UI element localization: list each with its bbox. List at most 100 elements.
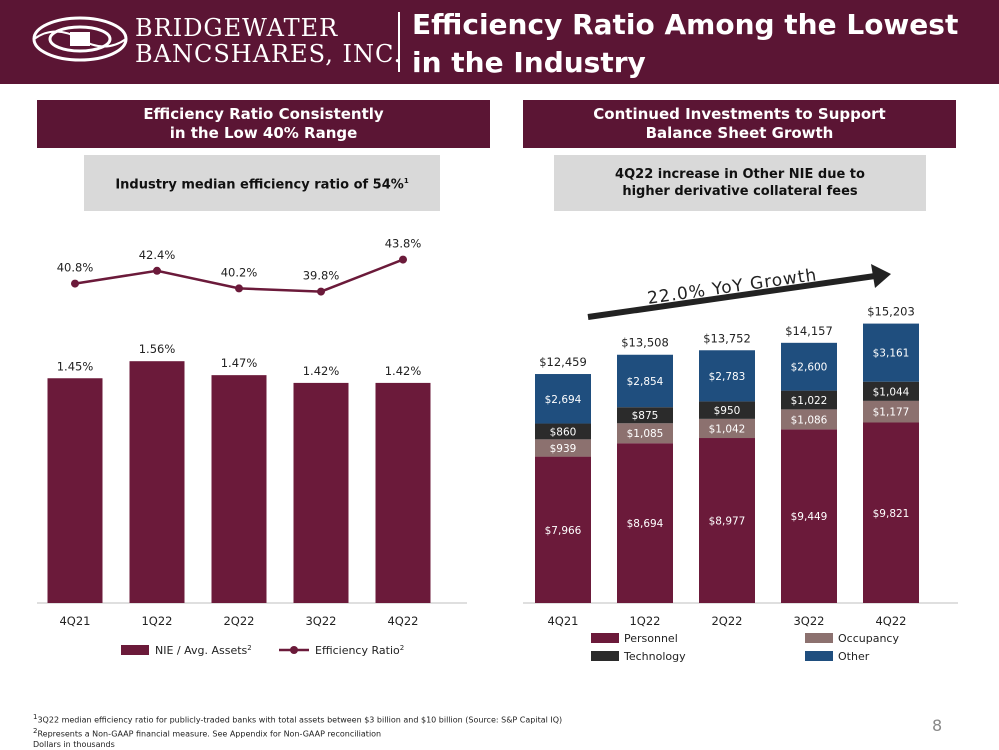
line-point-1Q22 — [153, 266, 161, 275]
x-tick-4Q21: 4Q21 — [59, 614, 90, 628]
right-section-title-line2: Balance Sheet Growth — [645, 124, 834, 142]
legend-label-personnel: Personnel — [624, 632, 678, 645]
segment-technology-2Q22 — [699, 401, 755, 419]
legend-swatch-technology — [591, 651, 619, 661]
x-tick-right-3Q22: 3Q22 — [793, 614, 824, 628]
segment-technology-4Q21 — [535, 423, 591, 440]
bar-nie-2Q22 — [211, 375, 267, 603]
segment-label-other-4Q22: $3,161 — [873, 348, 910, 360]
left-section-title-line1: Efficiency Ratio Consistently — [143, 105, 384, 123]
page-number: 8 — [932, 716, 943, 735]
footnote-1-ref: 1 — [33, 713, 38, 721]
line-label-4Q21: 40.8% — [57, 261, 94, 275]
growth-arrow-shaft — [587, 273, 876, 320]
total-label-4Q22: $15,203 — [867, 305, 915, 319]
segment-occupancy-4Q21 — [535, 439, 591, 457]
line-point-2Q22 — [235, 284, 243, 293]
legend-label-efficiency: Efficiency Ratio2 — [315, 644, 404, 657]
legend-swatch-other — [805, 651, 833, 661]
legend-label-occupancy: Occupancy — [838, 632, 899, 645]
header-banner: BRIDGEWATER BANCSHARES, INC. Efficiency … — [0, 0, 999, 84]
segment-other-3Q22 — [781, 342, 837, 391]
bar-nie-1Q22 — [129, 361, 185, 603]
left-section-title-line2: in the Low 40% Range — [169, 124, 358, 142]
segment-occupancy-3Q22 — [781, 409, 837, 430]
footnote-1: 3Q22 median efficiency ratio for publicl… — [37, 715, 563, 725]
segment-label-occupancy-2Q22: $1,042 — [709, 423, 746, 435]
segment-label-personnel-4Q21: $7,966 — [545, 525, 582, 537]
segment-technology-3Q22 — [781, 390, 837, 410]
legend-label-nie: NIE / Avg. Assets2 — [155, 644, 252, 657]
legend-swatch-occupancy — [805, 633, 833, 643]
right-section-title-line1: Continued Investments to Support — [593, 105, 886, 123]
segment-other-4Q22 — [863, 323, 919, 382]
legend-swatch-personnel — [591, 633, 619, 643]
segment-label-occupancy-4Q22: $1,177 — [873, 407, 910, 419]
segment-other-4Q21 — [535, 374, 591, 424]
segment-label-personnel-2Q22: $8,977 — [709, 516, 746, 528]
segment-other-2Q22 — [699, 350, 755, 402]
efficiency-ratio-chart: 1.45% 4Q21 40.8% 1.56% 1Q22 42.4% 1.47% 2Q22 40.… — [37, 237, 467, 657]
bar-nie-4Q21 — [47, 378, 103, 603]
left-section-title: Efficiency Ratio Consistently in the Low… — [37, 100, 490, 148]
bar-label-1Q22: 1.56% — [139, 342, 176, 356]
line-label-4Q22: 43.8% — [385, 237, 422, 251]
legend-swatch-nie — [121, 645, 149, 655]
segment-label-personnel-1Q22: $8,694 — [627, 518, 664, 530]
page-title: Efficiency Ratio Among the Lowest in the… — [412, 8, 959, 79]
segment-label-technology-2Q22: $950 — [714, 405, 741, 417]
segment-other-1Q22 — [617, 354, 673, 408]
segment-technology-1Q22 — [617, 407, 673, 424]
growth-annotation: 22.0% YoY Growth — [646, 265, 818, 309]
segment-label-technology-4Q21: $860 — [550, 426, 577, 438]
footnote-3: Dollars in thousands — [33, 740, 115, 750]
x-tick-2Q22: 2Q22 — [223, 614, 254, 628]
bar-label-4Q22: 1.42% — [385, 364, 422, 378]
segment-label-occupancy-1Q22: $1,085 — [627, 428, 664, 440]
segment-label-other-1Q22: $2,854 — [627, 376, 664, 388]
header-divider — [398, 12, 400, 72]
segment-label-technology-3Q22: $1,022 — [791, 395, 828, 407]
line-point-4Q22 — [399, 255, 407, 264]
logo-text-line2: BANCSHARES, INC. — [135, 40, 403, 68]
bridgewater-logo-icon — [32, 16, 128, 62]
segment-personnel-4Q21 — [535, 456, 591, 603]
segment-label-personnel-4Q22: $9,821 — [873, 508, 910, 520]
right-callout-line1: 4Q22 increase in Other NIE due to — [615, 167, 865, 182]
total-label-1Q22: $13,508 — [621, 336, 669, 350]
segment-occupancy-1Q22 — [617, 423, 673, 444]
x-tick-right-2Q22: 2Q22 — [711, 614, 742, 628]
left-callout: Industry median efficiency ratio of 54%1 — [84, 155, 440, 211]
segment-label-other-4Q21: $2,694 — [545, 394, 582, 406]
legend-label-technology: Technology — [623, 650, 686, 663]
segment-label-personnel-3Q22: $9,449 — [791, 511, 828, 523]
segment-technology-4Q22 — [863, 381, 919, 401]
line-point-4Q21 — [71, 279, 79, 288]
segment-label-technology-1Q22: $875 — [632, 410, 659, 422]
bar-label-4Q21: 1.45% — [57, 359, 94, 373]
segment-personnel-2Q22 — [699, 438, 755, 603]
line-label-2Q22: 40.2% — [221, 265, 258, 279]
segment-label-other-3Q22: $2,600 — [791, 362, 828, 374]
segment-occupancy-4Q22 — [863, 400, 919, 423]
line-point-3Q22 — [317, 287, 325, 296]
legend-marker-efficiency — [290, 646, 298, 654]
x-tick-1Q22: 1Q22 — [141, 614, 172, 628]
bar-label-3Q22: 1.42% — [303, 364, 340, 378]
right-section-title: Continued Investments to Support Balance… — [523, 100, 956, 148]
total-label-3Q22: $14,157 — [785, 324, 833, 338]
logo-text-line1: BRIDGEWATER — [135, 14, 339, 42]
right-callout-line2: higher derivative collateral fees — [622, 184, 858, 199]
bar-nie-3Q22 — [293, 382, 349, 603]
footnotes: 13Q22 median efficiency ratio for public… — [33, 712, 562, 750]
segment-occupancy-2Q22 — [699, 418, 755, 439]
left-callout-text: Industry median efficiency ratio of 54% — [115, 177, 404, 193]
line-label-1Q22: 42.4% — [139, 248, 176, 262]
total-label-2Q22: $13,752 — [703, 331, 751, 345]
bar-label-2Q22: 1.47% — [221, 356, 258, 370]
line-label-3Q22: 39.8% — [303, 269, 340, 283]
segment-label-other-2Q22: $2,783 — [709, 371, 746, 383]
segment-personnel-1Q22 — [617, 443, 673, 603]
bar-nie-4Q22 — [375, 382, 431, 603]
x-tick-4Q22: 4Q22 — [387, 614, 418, 628]
